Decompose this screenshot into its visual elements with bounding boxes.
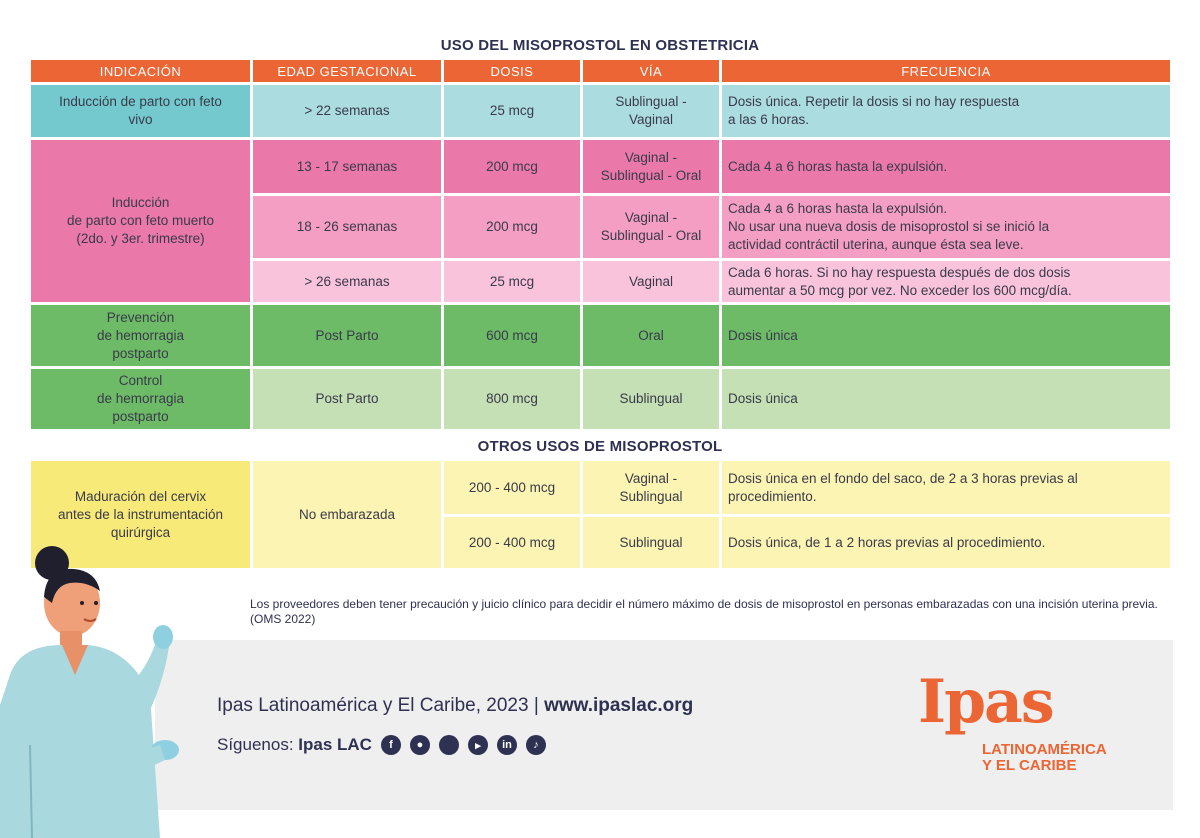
- cell-indicacion-induccion-vivo: Inducción de parto con feto vivo: [31, 85, 250, 137]
- cell-indicacion-prevencion: Prevención de hemorragia postparto: [31, 305, 250, 366]
- cell-dosis-muerto-3: 25 mcg: [444, 261, 580, 302]
- twitter-icon[interactable]: ●: [409, 735, 430, 755]
- header-dosis: DOSIS: [444, 60, 580, 82]
- cell-via-induccion-vivo: Sublingual - Vaginal: [583, 85, 719, 137]
- cell-frecuencia-prevencion: Dosis única: [722, 305, 1170, 366]
- cell-via-muerto-3: Vaginal: [583, 261, 719, 302]
- cell-frecuencia-induccion-vivo: Dosis única. Repetir la dosis si no hay …: [722, 85, 1170, 137]
- cell-edad-muerto-2: 18 - 26 semanas: [253, 196, 441, 258]
- cell-edad-muerto-1: 13 - 17 semanas: [253, 140, 441, 193]
- cell-edad-control: Post Parto: [253, 369, 441, 429]
- footer-credit: Ipas Latinoamérica y El Caribe, 2023 | w…: [217, 695, 693, 717]
- logo-sub-line2: Y EL CARIBE: [982, 757, 1077, 774]
- cell-via-muerto-2: Vaginal - Sublingual - Oral: [583, 196, 719, 258]
- nurse-illustration: [0, 546, 179, 838]
- follow-handle: Ipas LAC: [298, 735, 372, 754]
- footnote: Los proveedores deben tener precaución y…: [250, 597, 1158, 626]
- cell-edad-maduracion: No embarazada: [253, 461, 441, 568]
- cell-dosis-maduracion-2: 200 - 400 mcg: [444, 517, 580, 568]
- cell-dosis-prevencion: 600 mcg: [444, 305, 580, 366]
- cell-edad-muerto-3: > 26 semanas: [253, 261, 441, 302]
- header-via: VÍA: [583, 60, 719, 82]
- cell-dosis-maduracion-1: 200 - 400 mcg: [444, 461, 580, 514]
- cell-frecuencia-control: Dosis única: [722, 369, 1170, 429]
- youtube-icon[interactable]: ▸: [467, 735, 488, 755]
- cell-indicacion-maduracion: Maduración del cervix antes de la instru…: [31, 461, 250, 568]
- cell-via-maduracion-2: Sublingual: [583, 517, 719, 568]
- cell-via-control: Sublingual: [583, 369, 719, 429]
- footer-follow: Síguenos: Ipas LAC f ● ▸ in ♪: [217, 735, 546, 755]
- cell-frecuencia-muerto-1: Cada 4 a 6 horas hasta la expulsión.: [722, 140, 1170, 193]
- ipas-logo: Ipas: [918, 667, 1055, 737]
- cell-via-maduracion-1: Vaginal - Sublingual: [583, 461, 719, 514]
- cell-indicacion-induccion-muerto: Inducción de parto con feto muerto (2do.…: [31, 140, 250, 302]
- cell-frecuencia-muerto-2: Cada 4 a 6 horas hasta la expulsión. No …: [722, 196, 1170, 258]
- cell-edad-prevencion: Post Parto: [253, 305, 441, 366]
- logo-sub-line1: LATINOAMÉRICA: [982, 741, 1107, 758]
- otros-usos-title: OTROS USOS DE MISOPROSTOL: [477, 438, 723, 455]
- ipas-logo-subtitle: LATINOAMÉRICA Y EL CARIBE: [982, 742, 1107, 774]
- follow-label: Síguenos:: [217, 735, 299, 754]
- cell-dosis-muerto-1: 200 mcg: [444, 140, 580, 193]
- cell-dosis-control: 800 mcg: [444, 369, 580, 429]
- cell-frecuencia-maduracion-1: Dosis única en el fondo del saco, de 2 a…: [722, 461, 1170, 514]
- instagram-icon[interactable]: [438, 735, 459, 755]
- footer-url-link[interactable]: www.ipaslac.org: [544, 695, 694, 716]
- cell-indicacion-control: Control de hemorragia postparto: [31, 369, 250, 429]
- footer-org: Ipas Latinoamérica y El Caribe, 2023 |: [217, 695, 545, 716]
- cell-via-muerto-1: Vaginal - Sublingual - Oral: [583, 140, 719, 193]
- header-frecuencia: FRECUENCIA: [722, 60, 1170, 82]
- cell-frecuencia-maduracion-2: Dosis única, de 1 a 2 horas previas al p…: [722, 517, 1170, 568]
- facebook-icon[interactable]: f: [380, 735, 401, 755]
- cell-via-prevencion: Oral: [583, 305, 719, 366]
- header-indicacion: INDICACIÓN: [31, 60, 250, 82]
- cell-frecuencia-muerto-3: Cada 6 horas. Si no hay respuesta despué…: [722, 261, 1170, 302]
- linkedin-icon[interactable]: in: [496, 735, 517, 755]
- cell-edad-induccion-vivo: > 22 semanas: [253, 85, 441, 137]
- footer-panel: [155, 640, 1173, 810]
- cell-dosis-muerto-2: 200 mcg: [444, 196, 580, 258]
- cell-dosis-induccion-vivo: 25 mcg: [444, 85, 580, 137]
- tiktok-icon[interactable]: ♪: [525, 735, 546, 755]
- header-edad-gestacional: EDAD GESTACIONAL: [253, 60, 441, 82]
- page-title: USO DEL MISOPROSTOL EN OBSTETRICIA: [440, 37, 760, 54]
